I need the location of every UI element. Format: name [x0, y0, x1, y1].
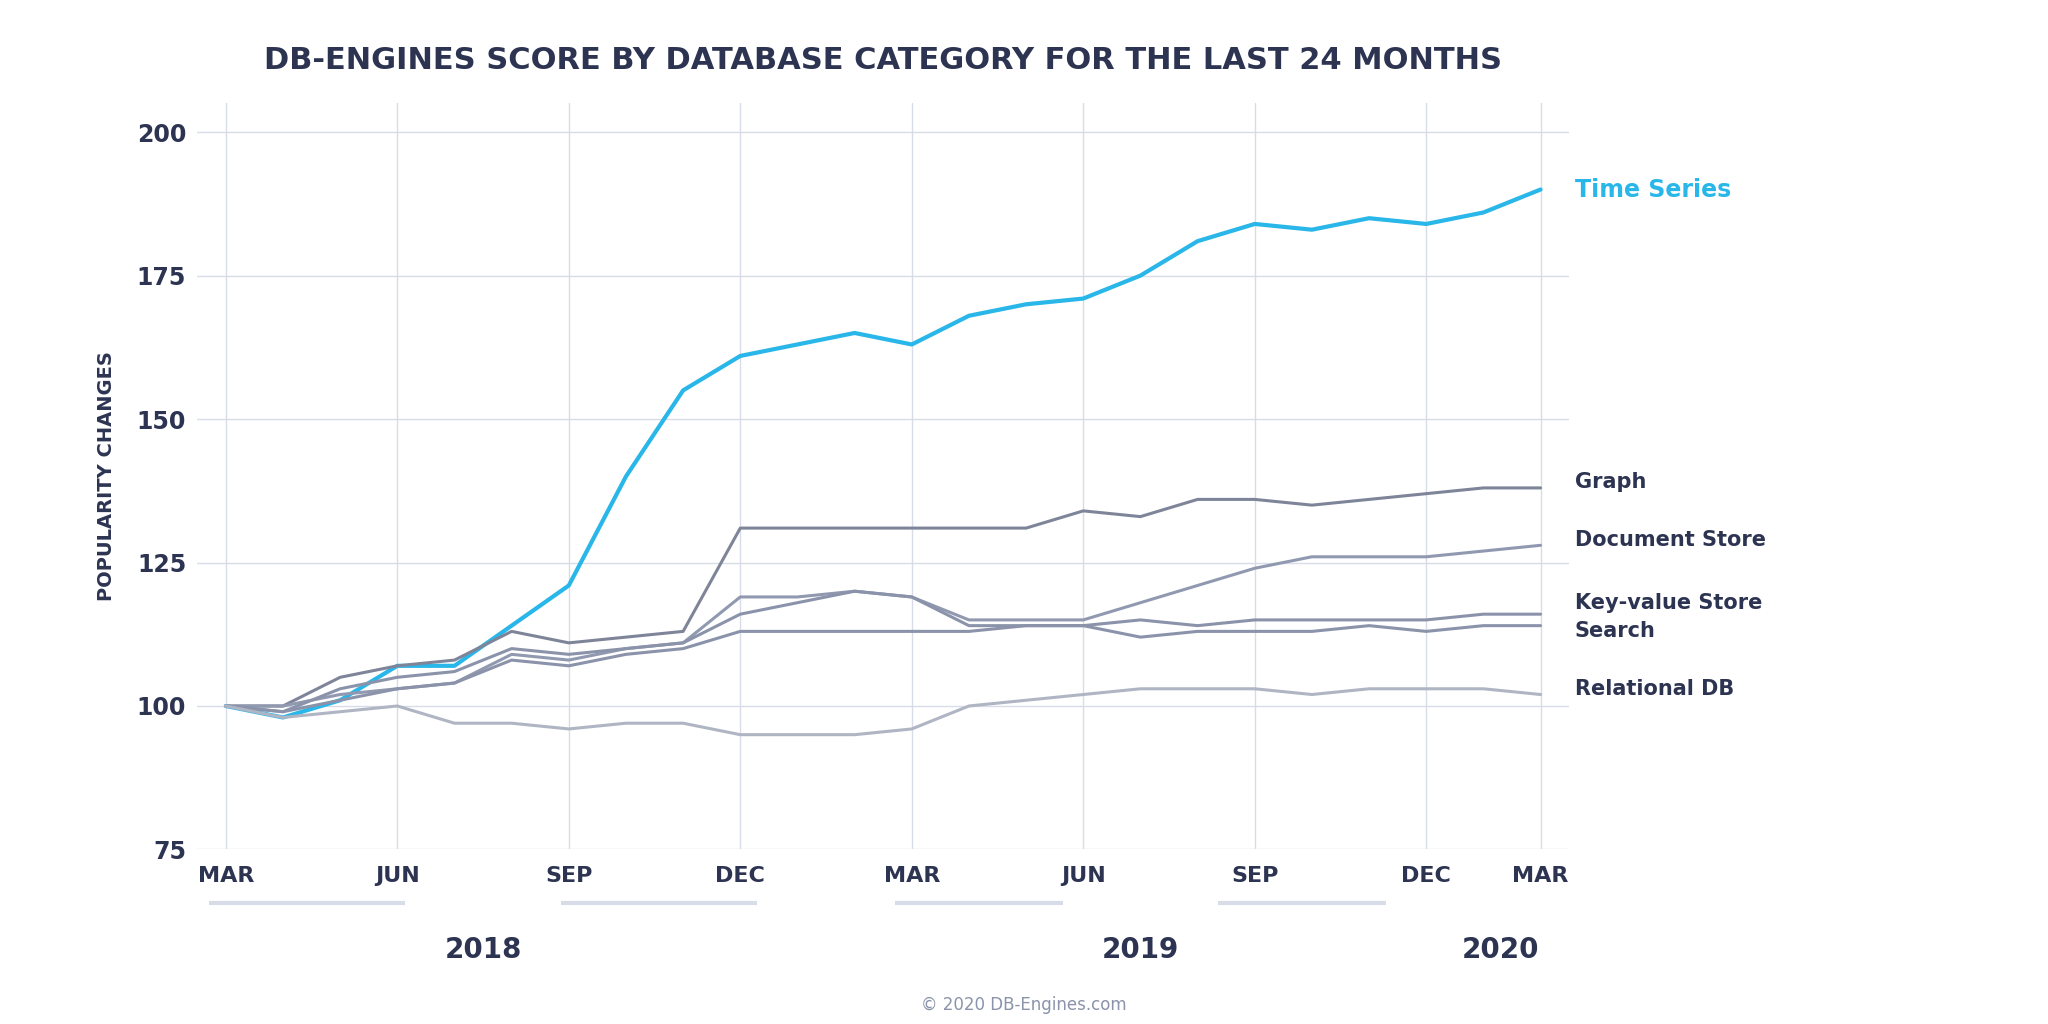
Y-axis label: POPULARITY CHANGES: POPULARITY CHANGES — [96, 351, 117, 601]
Text: Document Store: Document Store — [1575, 529, 1765, 550]
Text: 2020: 2020 — [1462, 937, 1540, 965]
Text: Search: Search — [1575, 622, 1655, 641]
Text: Time Series: Time Series — [1575, 177, 1731, 202]
Text: 2018: 2018 — [444, 937, 522, 965]
Text: © 2020 DB-Engines.com: © 2020 DB-Engines.com — [922, 995, 1126, 1014]
Text: Key-value Store: Key-value Store — [1575, 593, 1761, 612]
Text: Relational DB: Relational DB — [1575, 679, 1735, 698]
Text: 2019: 2019 — [1102, 937, 1180, 965]
Text: Graph: Graph — [1575, 472, 1647, 493]
Title: DB-ENGINES SCORE BY DATABASE CATEGORY FOR THE LAST 24 MONTHS: DB-ENGINES SCORE BY DATABASE CATEGORY FO… — [264, 46, 1501, 75]
